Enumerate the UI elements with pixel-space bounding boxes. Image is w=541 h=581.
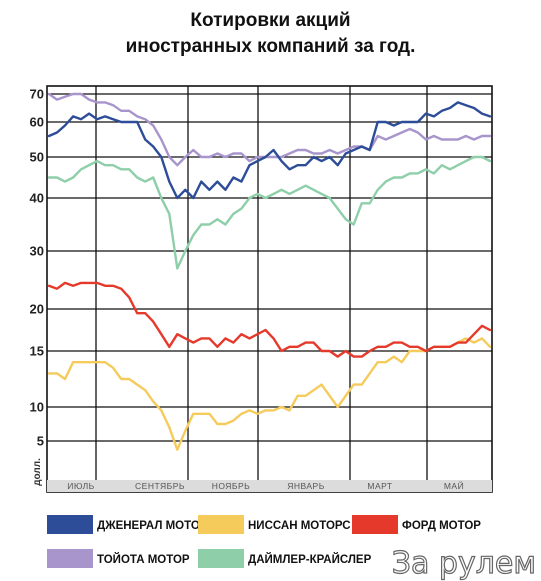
x-tick-label: НОЯБРЬ (212, 481, 251, 491)
plot-frame (46, 85, 493, 493)
y-tick-label: 10 (30, 400, 44, 415)
legend-label: НИССАН МОТОРС (248, 520, 351, 532)
legend-label: ДАЙМЛЕР-КРАЙСЛЕР (248, 553, 372, 566)
series-line-2 (47, 281, 492, 358)
x-axis-band: ИЮЛЬ СЕНТЯБРЬ НОЯБРЬ ЯНВАРЬ МАРТ МАЙ (47, 480, 492, 492)
chart-title-line-1: Котировки акций (190, 10, 351, 31)
legend: ДЖЕНЕРАЛ МОТОРС НИССАН МОТОРС ФОРД МОТОР ТО… (47, 515, 481, 568)
legend-swatch (198, 515, 244, 534)
legend-label: ДЖЕНЕРАЛ МОТОРС (97, 520, 216, 532)
y-tick-label: 60 (30, 115, 44, 130)
legend-swatch (47, 549, 93, 568)
y-tick-label: 40 (30, 191, 44, 206)
legend-swatch (198, 549, 244, 568)
legend-swatch (47, 515, 93, 534)
y-axis-ticks: 70 60 50 40 30 20 15 10 5 долл. (30, 87, 44, 486)
y-axis-unit: долл. (32, 458, 43, 486)
series-line-0 (47, 101, 492, 200)
series-line-3 (47, 92, 492, 167)
x-tick-label: СЕНТЯБРЬ (135, 481, 185, 491)
y-tick-label: 50 (30, 150, 44, 165)
grid (47, 86, 492, 492)
y-tick-label: 30 (30, 244, 44, 259)
y-tick-label: 70 (30, 87, 44, 102)
series-lines (47, 92, 492, 451)
x-tick-label: ЯНВАРЬ (287, 481, 325, 491)
legend-label: ТОЙОТА МОТОР (97, 553, 190, 566)
brand-logo-text: За рулем (392, 546, 536, 581)
x-tick-label: ИЮЛЬ (67, 481, 94, 491)
series-line-1 (47, 337, 492, 451)
chart-title: Котировки акций иностранных компаний за … (0, 8, 541, 60)
y-tick-label: 15 (30, 344, 44, 359)
x-tick-label: МАЙ (444, 480, 464, 491)
legend-swatch (352, 515, 398, 534)
x-axis-band-fill (47, 480, 492, 492)
chart-title-line-2: иностранных компаний за год. (125, 36, 416, 57)
brand-watermark: За рулем (391, 545, 536, 581)
y-tick-label: 20 (30, 302, 44, 317)
series-line-4 (47, 155, 492, 270)
y-tick-label: 5 (37, 434, 44, 449)
legend-label: ФОРД МОТОР (402, 520, 481, 532)
x-tick-label: МАРТ (367, 481, 392, 491)
